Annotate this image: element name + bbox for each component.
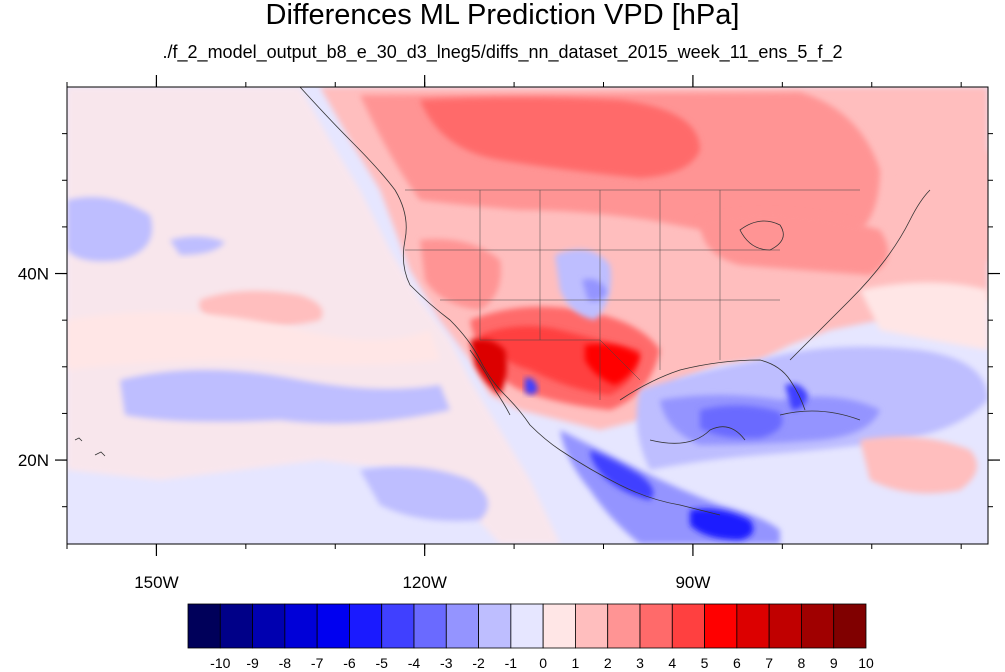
colorbar-label: 4	[668, 655, 676, 671]
y-tick-label: 20N	[18, 451, 49, 470]
negative-caribbean-core	[700, 405, 783, 439]
x-tick-label: 120W	[402, 573, 446, 592]
positive-california-core	[470, 338, 507, 395]
map-subtitle: ./f_2_model_output_b8_e_30_d3_lneg5/diff…	[162, 42, 843, 62]
negative-pacific-blob-1	[120, 370, 450, 424]
colorbar-swatch	[607, 603, 641, 649]
colorbar-swatch	[381, 603, 415, 649]
gulf-coast-line	[619, 359, 806, 411]
great-lakes-line	[739, 220, 784, 251]
colorbar-label: 2	[604, 655, 612, 671]
colorbar-swatch	[704, 603, 738, 649]
negative-baja-core	[525, 377, 538, 395]
colorbar: -10 -9 -8 -7 -6 -5 -4 -3 -2 -1 0 1 2 3 4 5 6 7 8 9 10	[187, 603, 874, 671]
colorbar-label: 5	[701, 655, 709, 671]
axis-ticks: 150W 120W 90W 40N 20N	[18, 75, 1000, 592]
positive-atlantic-south	[860, 436, 978, 494]
colorbar-label: 0	[539, 655, 547, 671]
difference-field	[67, 87, 988, 544]
colorbar-swatch	[252, 603, 286, 649]
colorbar-label: 7	[765, 655, 773, 671]
colorbar-label: -3	[440, 655, 453, 671]
colorbar-swatch	[575, 603, 609, 649]
colorbar-label: -9	[246, 655, 259, 671]
colorbar-label: -1	[505, 655, 518, 671]
negative-pacific-blob-2	[67, 197, 152, 262]
negative-central-core	[582, 278, 607, 302]
colorbar-swatch	[316, 603, 350, 649]
west-coast-line	[299, 87, 721, 516]
positive-atlantic-mid	[860, 282, 988, 350]
x-tick-label: 90W	[675, 573, 710, 592]
negative-mexico-coast-core	[590, 450, 654, 500]
colorbar-swatch	[768, 603, 802, 649]
hawaii-line	[74, 437, 106, 457]
negative-pacific-blob-4	[360, 466, 488, 521]
colorbar-label: 3	[636, 655, 644, 671]
map-title: Differences ML Prediction VPD [hPa]	[265, 0, 740, 31]
colorbar-label: 1	[572, 655, 580, 671]
colorbar-label: 9	[830, 655, 838, 671]
coastlines	[74, 87, 931, 516]
colorbar-swatch	[349, 603, 383, 649]
colorbar-swatch	[542, 603, 576, 649]
positive-canada-hot	[420, 97, 700, 178]
colorbar-label: -6	[343, 655, 356, 671]
colorbar-swatch	[187, 603, 221, 649]
colorbar-swatch	[833, 603, 867, 649]
baja-line	[469, 349, 511, 416]
colorbar-swatch	[413, 603, 447, 649]
colorbar-swatch	[639, 603, 673, 649]
positive-texas-core	[585, 343, 640, 385]
positive-east-atlantic	[900, 150, 988, 269]
positive-great-basin	[420, 239, 501, 310]
y-tick-label: 40N	[18, 265, 49, 284]
negative-pacific-blob-3	[170, 236, 225, 255]
negative-central-plains	[555, 249, 611, 320]
colorbar-swatch	[736, 603, 770, 649]
east-coast-line	[789, 189, 931, 361]
colorbar-swatch	[671, 603, 705, 649]
positive-northeast	[700, 212, 888, 275]
colorbar-swatch	[510, 603, 544, 649]
state-borders	[405, 189, 860, 400]
colorbar-swatch	[478, 603, 512, 649]
colorbar-label: -5	[375, 655, 388, 671]
colorbar-label: -7	[311, 655, 324, 671]
colorbar-swatch	[445, 603, 479, 649]
colorbar-swatch	[801, 603, 835, 649]
colorbar-label: 6	[733, 655, 741, 671]
yucatan-line	[649, 426, 746, 444]
colorbar-label: 10	[858, 655, 874, 671]
x-tick-label: 150W	[134, 573, 178, 592]
colorbar-label: 8	[798, 655, 806, 671]
negative-central-america-core	[690, 508, 754, 540]
positive-band-southwest-pacific	[67, 312, 440, 370]
plot-frame	[66, 86, 989, 545]
colorbar-label: -10	[210, 655, 230, 671]
colorbar-swatch	[284, 603, 318, 649]
colorbar-label: -2	[472, 655, 485, 671]
colorbar-label: -8	[279, 655, 292, 671]
cuba-line	[779, 410, 861, 421]
colorbar-swatch	[219, 603, 253, 649]
colorbar-label: -4	[408, 655, 421, 671]
